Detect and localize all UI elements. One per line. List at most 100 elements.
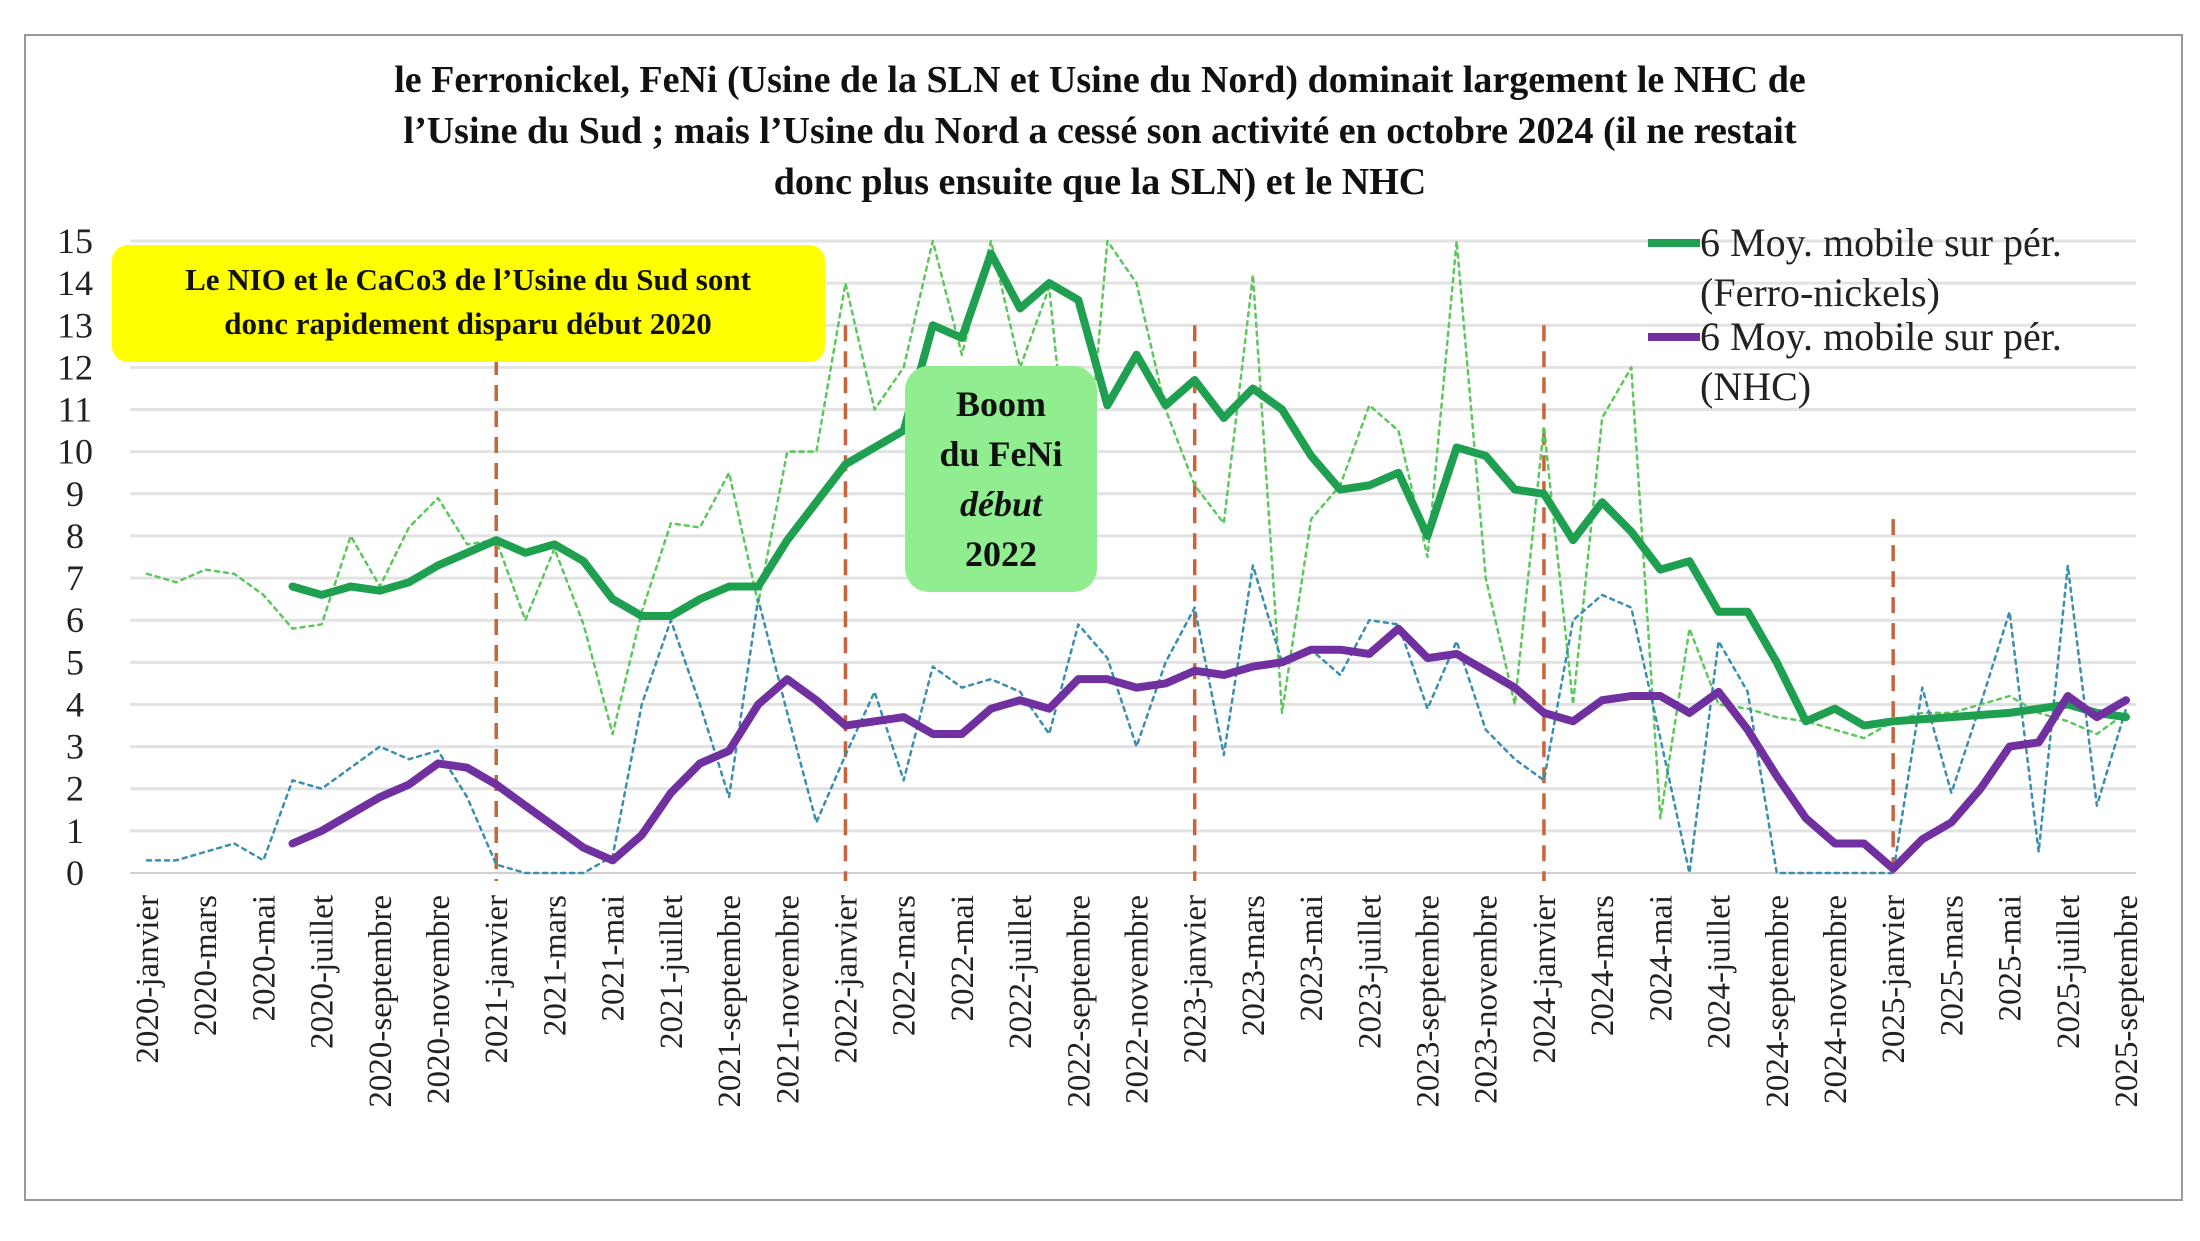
data-point	[320, 829, 323, 832]
x-tick-label: 2020-janvier	[130, 895, 166, 1064]
data-point	[525, 872, 527, 874]
data-point	[669, 791, 672, 794]
title-line-3: donc plus ensuite que la SLN) et le NHC	[774, 161, 1426, 203]
data-point	[2095, 716, 2098, 719]
data-point	[1281, 408, 1284, 411]
data-point	[1951, 792, 1953, 794]
annotation-yellow-line-1: Le NIO et le CaCo3 de l’Usine du Sud son…	[185, 262, 751, 297]
data-point	[757, 603, 759, 605]
data-point	[292, 628, 294, 630]
data-point	[408, 758, 410, 760]
data-point	[2009, 611, 2011, 613]
data-point	[1484, 454, 1487, 457]
data-point	[146, 573, 148, 575]
data-point	[379, 746, 381, 748]
legend-label-ferro-nickels-2: (Ferro-nickels)	[1700, 270, 1940, 315]
data-point	[437, 762, 440, 765]
annotation-boom-line-4: 2022	[965, 534, 1037, 574]
annotation-boom-line-1: Boom	[956, 384, 1046, 424]
data-point	[1339, 488, 1342, 491]
data-point	[1048, 733, 1050, 735]
data-point	[524, 551, 527, 554]
x-tick-label: 2020-mars	[188, 895, 224, 1036]
annotation-boom-line-3: début	[960, 484, 1043, 524]
data-point	[2037, 741, 2040, 744]
data-point	[1921, 838, 1924, 841]
data-point	[1804, 817, 1807, 820]
data-point	[1398, 430, 1400, 432]
data-point	[1426, 534, 1429, 537]
data-point	[1833, 842, 1836, 845]
data-point	[495, 539, 498, 542]
data-point	[1921, 718, 1924, 721]
data-point	[1543, 780, 1545, 782]
y-tick-label: 7	[66, 558, 84, 598]
data-point	[1514, 758, 1516, 760]
data-point	[146, 860, 148, 862]
data-point	[1485, 729, 1487, 731]
data-point	[1863, 737, 1865, 739]
data-point	[1746, 728, 1749, 731]
data-point	[1514, 704, 1516, 706]
y-tick-label: 2	[66, 769, 84, 809]
data-point	[961, 687, 963, 689]
data-point	[1688, 560, 1691, 563]
x-tick-label: 2020-septembre	[363, 895, 399, 1108]
y-tick-label: 12	[57, 347, 93, 387]
data-point	[1194, 607, 1196, 609]
data-point	[263, 860, 265, 862]
x-tick-label: 2025-mai	[1993, 895, 2029, 1021]
data-point	[844, 463, 847, 466]
data-point	[1107, 657, 1109, 659]
x-tick-label: 2025-janvier	[1876, 895, 1912, 1064]
data-point	[1194, 485, 1196, 487]
data-point	[1164, 404, 1167, 407]
data-point	[1979, 787, 1982, 790]
data-point	[816, 451, 818, 453]
data-point	[1222, 416, 1225, 419]
annotation-yellow: Le NIO et le CaCo3 de l’Usine du Sud son…	[112, 245, 825, 362]
data-point	[1775, 775, 1778, 778]
data-point	[1776, 716, 1778, 718]
y-tick-label: 15	[57, 221, 93, 261]
data-point	[1775, 661, 1778, 664]
data-point	[1077, 624, 1079, 626]
chart-border	[24, 34, 2183, 1201]
y-tick-label: 9	[66, 474, 84, 514]
data-point	[583, 624, 585, 626]
x-tick-label: 2023-juillet	[1352, 895, 1388, 1049]
data-point	[1485, 577, 1487, 579]
data-point	[1689, 628, 1691, 630]
data-point	[1863, 842, 1866, 845]
data-point	[1484, 669, 1487, 672]
data-point	[1252, 274, 1254, 276]
data-point	[437, 750, 439, 752]
data-point	[1048, 282, 1051, 285]
data-point	[757, 598, 759, 600]
data-point	[175, 860, 177, 862]
data-point	[1630, 530, 1633, 533]
data-point	[960, 336, 963, 339]
data-point	[728, 472, 730, 474]
y-tick-label: 13	[57, 305, 93, 345]
data-point	[989, 252, 992, 255]
data-point	[1718, 704, 1720, 706]
data-point	[1660, 737, 1662, 739]
x-tick-label: 2023-mars	[1236, 895, 1272, 1036]
title-line-1: le Ferronickel, FeNi (Usine de la SLN et…	[394, 59, 1806, 101]
data-point	[1630, 607, 1632, 609]
data-point	[1572, 619, 1574, 621]
data-point	[1950, 716, 1953, 719]
data-point	[1077, 678, 1080, 681]
data-point	[1456, 240, 1458, 242]
data-point	[1310, 648, 1313, 651]
data-point	[1747, 708, 1749, 710]
data-point	[1630, 367, 1632, 369]
data-point	[902, 429, 905, 432]
x-tick-label: 2022-juillet	[1003, 895, 1039, 1049]
data-point	[204, 851, 206, 853]
data-point	[2009, 695, 2011, 697]
data-point	[1019, 691, 1021, 693]
data-point	[640, 834, 643, 837]
data-point	[903, 780, 905, 782]
